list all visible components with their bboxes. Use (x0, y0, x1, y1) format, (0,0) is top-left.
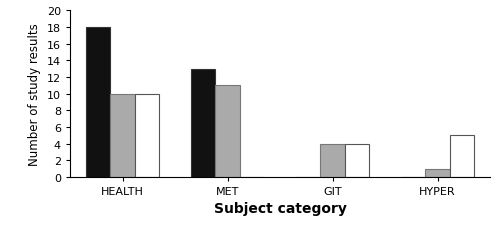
Bar (320, 144, 345, 177)
Bar (110, 94, 135, 177)
Bar (135, 94, 160, 177)
Bar (450, 136, 474, 177)
Bar (345, 144, 369, 177)
Bar (191, 69, 216, 177)
X-axis label: Subject category: Subject category (214, 202, 346, 215)
Y-axis label: Number of study results: Number of study results (28, 23, 42, 165)
Bar (425, 169, 450, 177)
Bar (86, 28, 110, 177)
Bar (216, 86, 240, 177)
